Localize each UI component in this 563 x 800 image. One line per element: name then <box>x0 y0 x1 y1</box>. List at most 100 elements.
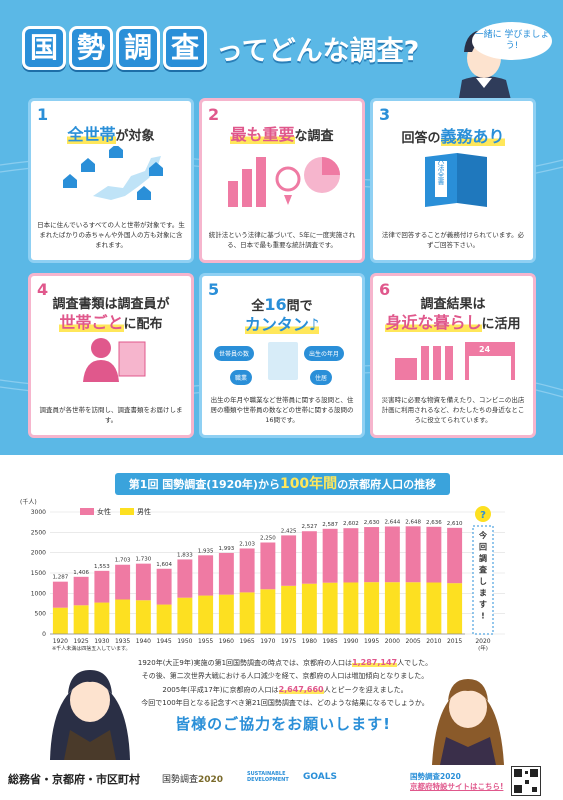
bar-male <box>156 604 172 634</box>
note-line: 1920年(大正9年)実施の第1回国勢調査の時点では、京都府の人口は1,287,… <box>137 658 433 667</box>
future-bar <box>472 525 494 635</box>
bar-female <box>94 570 110 603</box>
future-label-char: 回 <box>479 543 487 552</box>
bar-female <box>364 527 380 583</box>
x-tick-label: 1950 <box>177 638 192 645</box>
card-number: 5 <box>208 280 220 299</box>
x-tick-label: 2010 <box>426 638 441 645</box>
x-tick-label: 2000 <box>385 638 400 645</box>
card-heading: 全16問で カンタン♪ <box>244 295 320 334</box>
bar-female <box>156 568 172 605</box>
bar-female <box>198 555 214 596</box>
speech-bubble: 一緒に 学びましょう! <box>472 22 552 60</box>
bar-male <box>322 582 338 634</box>
bar-female <box>239 548 255 593</box>
x-tick-label-2020: 2020 <box>475 638 490 645</box>
x-tick-label: 1980 <box>302 638 317 645</box>
x-tick-label: 1990 <box>343 638 358 645</box>
statistics-charts-icon <box>228 157 340 207</box>
future-label-char: 査 <box>478 565 488 575</box>
x-tick-label: 1960 <box>219 638 234 645</box>
x-axis-unit: (年) <box>478 644 488 652</box>
law-book-icon: 六法全書 <box>425 153 487 207</box>
card-obligation: 3 回答の義務あり 六法全書 法律で回答することが義務付けられています。必ずご回… <box>370 98 536 263</box>
card-heading: 最も重要な調査 <box>230 125 334 144</box>
card-most-important: 2 最も重要な調査 統計法という法律に基づいて、5年に一度実施される、日本で最も… <box>199 98 365 263</box>
card-all-households: 1 全世帯が対象 日本に住んでいるすべての人と世帯が対象です。生まれたばかりの赤… <box>28 98 194 263</box>
question-tag: 住居 <box>310 370 333 385</box>
questionnaire-icon <box>268 342 298 380</box>
bar-male <box>384 582 400 634</box>
card-number: 2 <box>208 105 220 124</box>
bar-male <box>447 583 463 634</box>
data-label: 2,602 <box>343 521 359 527</box>
card-heading: 調査書類は調査員が 世帯ごとに配布 <box>52 297 170 332</box>
x-tick-label: 2005 <box>405 638 420 645</box>
y-tick-label: 2000 <box>31 550 46 557</box>
title-char: 国 <box>22 26 66 70</box>
bar-female <box>447 527 463 584</box>
future-label-char: し <box>479 577 487 586</box>
special-site-link[interactable]: 国勢調査2020 京都府特設サイトはこちら! <box>410 772 504 791</box>
card-description: 法律で回答することが義務付けられています。必ずご回答下さい。 <box>381 231 525 249</box>
appeal-message: 皆様のご協力をお願いします! <box>175 715 391 733</box>
card-description: 災害時に必要な物資を備えたり、コンビニの出店計画に利用されるなど、わたしたちの身… <box>381 396 525 424</box>
card-heading: 調査結果は 身近な暮らしに活用 <box>385 297 521 332</box>
data-label: 1,406 <box>73 570 89 576</box>
x-tick-label: 1970 <box>260 638 275 645</box>
store-sign: 24 <box>479 345 491 354</box>
card-description: 調査員が各世帯を訪問し、調査書類をお届けします。 <box>39 406 183 424</box>
card-easy-questions: 5 全16問で カンタン♪ 世帯員の数 出生の年月 職業 住居 出生の年月や職業な… <box>199 273 365 438</box>
bar-male <box>115 599 131 634</box>
card-number: 6 <box>379 280 391 299</box>
x-tick-label: 1995 <box>364 638 379 645</box>
data-label: 2,103 <box>239 541 255 547</box>
surveyor-icon <box>83 338 146 382</box>
y-tick-label: 3000 <box>31 509 46 516</box>
card-number: 3 <box>379 105 391 124</box>
qr-code-icon <box>514 769 538 793</box>
future-label-char: ま <box>479 589 487 598</box>
x-tick-label: 2015 <box>447 638 462 645</box>
data-label: 1,833 <box>177 552 193 558</box>
card-heading: 全世帯が対象 <box>67 125 155 144</box>
bar-male <box>301 583 317 634</box>
bar-male <box>198 595 214 634</box>
bar-male <box>52 607 68 634</box>
population-chart: (千人) 0 500 1000 1500 2000 2500 3000 女性 男性 1,287 192… <box>20 498 505 652</box>
page-title: 国 勢 調 査 ってどんな調査? <box>22 26 419 70</box>
bar-male <box>94 602 110 634</box>
bar-female <box>405 526 421 583</box>
bar-female <box>52 581 68 608</box>
legend-swatch-female <box>80 508 94 515</box>
x-tick-label: 1940 <box>136 638 151 645</box>
card-distribution: 4 調査書類は調査員が 世帯ごとに配布 調査員が各世帯を訪問し、調査書類をお届けし… <box>28 273 194 438</box>
top-section: 国 勢 調 査 ってどんな調査? 一緒に 学びましょう! 1 全世帯が対象 <box>0 0 563 455</box>
data-label: 2,587 <box>322 522 338 528</box>
bar-male <box>281 585 297 634</box>
data-label: 2,644 <box>385 519 401 525</box>
x-tick-label: 1985 <box>322 638 337 645</box>
census-logo: 国勢調査2020 <box>162 775 224 785</box>
bar-female <box>426 526 442 583</box>
bar-male <box>135 600 151 634</box>
supplies-and-store-icon: 24 <box>395 342 515 380</box>
y-tick-label: 2500 <box>31 529 46 536</box>
bar-female <box>73 576 89 606</box>
chart-title: 第1回 国勢調査(1920年)から100年間の京都府人口の推移 <box>115 473 450 495</box>
bar-male <box>260 589 276 634</box>
question-tag: 世帯員の数 <box>214 346 255 361</box>
bar-female <box>343 528 359 583</box>
bar-female <box>135 563 151 601</box>
future-label-char: ! <box>481 612 485 621</box>
qr-code[interactable] <box>511 766 541 796</box>
footnote: ※千人未満は四捨五入しています。 <box>52 645 131 652</box>
bar-male <box>364 582 380 634</box>
y-axis-label: (千人) <box>20 498 37 506</box>
legend-label-male: 男性 <box>137 507 151 516</box>
data-label: 1,553 <box>94 564 110 570</box>
x-tick-label: 1955 <box>198 638 213 645</box>
x-tick-label: 1935 <box>115 638 130 645</box>
future-label-char: 調 <box>479 553 487 563</box>
